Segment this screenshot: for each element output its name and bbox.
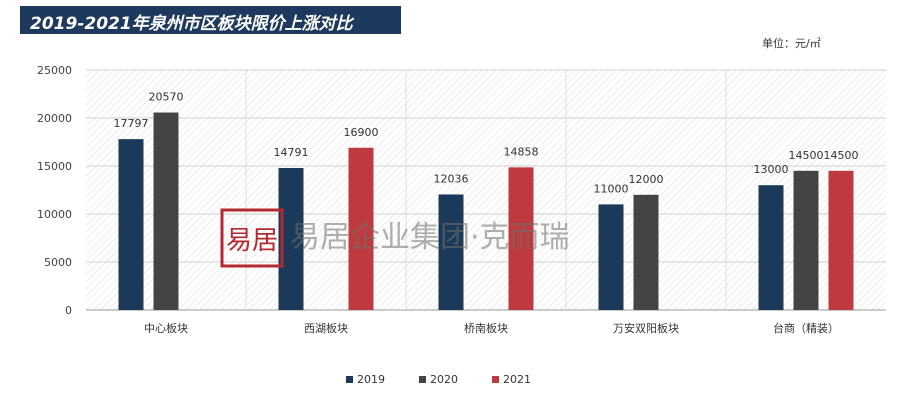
x-tick-label: 桥南板块 bbox=[464, 321, 508, 335]
data-label: 17797 bbox=[114, 117, 149, 130]
watermark: 易居 易居企业集团·克而瑞 bbox=[220, 208, 570, 268]
legend-label: 2020 bbox=[430, 373, 458, 386]
bar-2020 bbox=[153, 112, 179, 310]
x-tick-label: 万安双阳板块 bbox=[613, 321, 679, 335]
y-tick-label: 5000 bbox=[44, 256, 72, 269]
y-tick-label: 10000 bbox=[37, 208, 72, 221]
watermark-seal bbox=[220, 208, 284, 268]
y-tick-label: 25000 bbox=[37, 64, 72, 77]
bar-2019 bbox=[438, 194, 464, 310]
x-tick-label: 西湖板块 bbox=[304, 321, 348, 335]
bar-2020 bbox=[793, 170, 819, 310]
y-tick-label: 15000 bbox=[37, 160, 72, 173]
bar-2021 bbox=[348, 147, 374, 310]
data-label: 11000 bbox=[594, 182, 629, 195]
legend-swatch-2020 bbox=[419, 376, 426, 383]
data-label: 12036 bbox=[434, 172, 469, 185]
bar-2021 bbox=[508, 167, 534, 310]
bar-2019 bbox=[598, 204, 624, 310]
legend-label: 2021 bbox=[503, 373, 531, 386]
data-label: 20570 bbox=[149, 91, 184, 104]
legend-swatch-2019 bbox=[346, 376, 353, 383]
data-label: 14858 bbox=[504, 145, 539, 158]
legend-label: 2019 bbox=[357, 373, 385, 386]
legend-swatch-2021 bbox=[492, 376, 499, 383]
bar-2020 bbox=[633, 194, 659, 310]
data-label: 14791 bbox=[274, 146, 309, 159]
bar-2019 bbox=[758, 185, 784, 310]
chart-title: 2019-2021年泉州市区板块限价上涨对比 bbox=[30, 14, 353, 34]
data-label: 14500 bbox=[824, 149, 859, 162]
watermark-text: 易居企业集团·克而瑞 bbox=[290, 220, 570, 255]
data-label: 16900 bbox=[344, 126, 379, 139]
x-tick-label: 台商（精装） bbox=[773, 321, 839, 335]
data-label: 12000 bbox=[629, 173, 664, 186]
bar-2021 bbox=[828, 170, 854, 310]
y-tick-label: 0 bbox=[65, 304, 72, 317]
unit-label: 单位：元/㎡ bbox=[762, 37, 821, 50]
plot-area bbox=[86, 70, 886, 310]
y-tick-label: 20000 bbox=[37, 112, 72, 125]
x-tick-label: 中心板块 bbox=[144, 321, 188, 335]
bar-2019 bbox=[118, 139, 144, 310]
watermark-seal-text: 易居 bbox=[226, 226, 278, 256]
data-label: 13000 bbox=[754, 163, 789, 176]
title-bar: 2019-2021年泉州市区板块限价上涨对比 bbox=[20, 6, 401, 34]
data-label: 14500 bbox=[789, 149, 824, 162]
